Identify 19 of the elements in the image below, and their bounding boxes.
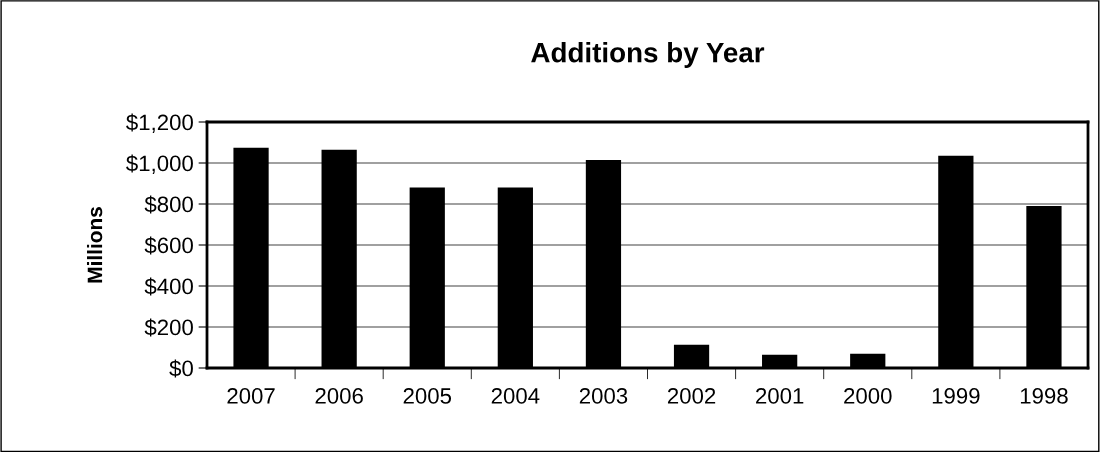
x-tick-label: 1998: [1020, 388, 1068, 404]
y-tick-label: $200: [144, 318, 193, 337]
x-tick-label: 1999: [932, 388, 980, 404]
x-tick-label: 2005: [403, 388, 452, 404]
y-tick-label: $800: [144, 195, 193, 214]
y-tick-label: $1,200: [126, 113, 193, 133]
x-tick-label: 2003: [579, 388, 628, 404]
y-tick-label: $0: [169, 359, 193, 378]
x-tick-label: 2007: [227, 388, 275, 404]
x-tick-label: 2004: [491, 388, 540, 404]
y-tick-label: $400: [144, 277, 193, 296]
y-tick-label: $1,000: [126, 154, 193, 174]
x-tick-label: 2000: [844, 388, 892, 404]
y-axis-title: Millions: [86, 207, 103, 283]
x-tick-label: 2002: [667, 388, 716, 404]
chart-title: Additions by Year: [531, 42, 765, 68]
x-tick-label: 2006: [315, 388, 363, 404]
y-tick-label: $600: [144, 236, 193, 255]
x-tick-label: 2001: [756, 388, 804, 404]
